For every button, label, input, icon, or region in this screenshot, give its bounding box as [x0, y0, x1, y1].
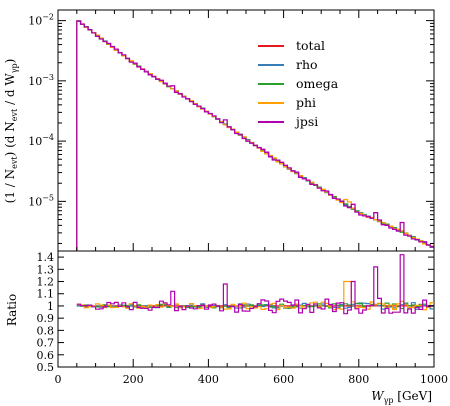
x-axis: 0 200 400 600 800 1000 [55, 10, 448, 386]
ratio-y-tick-label: 0.5 [37, 361, 55, 374]
series-line-phi [76, 20, 434, 251]
series-line-rho [76, 20, 434, 251]
ratio-y-tick-label: 1.4 [37, 251, 55, 264]
ratio-y-tick-label: 0.8 [37, 324, 55, 337]
x-tick-label: 200 [123, 373, 144, 386]
main-y-tick-label: 10−4 [28, 133, 54, 148]
x-axis-label: Wγp [GeV] [371, 389, 432, 405]
x-tick-label: 400 [198, 373, 219, 386]
main-y-tick-label: 10−3 [28, 73, 54, 88]
ratio-y-tick-label: 1.1 [37, 288, 55, 301]
main-y-axis-label: (1 / Nevt) (d Nevt / d Wγp) [3, 59, 19, 204]
series-line-jpsi [76, 20, 434, 251]
ratio-y-tick-label: 0.6 [37, 349, 55, 362]
main-y-tick-label: 10−5 [28, 193, 54, 208]
x-tick-label: 1000 [420, 373, 448, 386]
main-y-tick-label: 10−2 [28, 13, 54, 28]
x-tick-label: 600 [273, 373, 294, 386]
main-y-axis: 10−2 10−3 10−4 10−5 [28, 13, 434, 244]
ratio-y-tick-label: 1 [47, 300, 54, 313]
legend-label-phi: phi [296, 95, 316, 110]
main-series-group [76, 20, 434, 251]
legend-label-omega: omega [296, 76, 339, 91]
series-line-omega [76, 20, 434, 251]
ratio-y-axis: 1.41.31.21.110.90.80.70.60.5 [37, 251, 434, 374]
ratio-y-axis-label: Ratio [5, 294, 19, 326]
ratio-y-tick-label: 1.2 [37, 276, 55, 289]
series-line-total [76, 20, 434, 251]
legend-label-total: total [296, 38, 325, 53]
legend-label-rho: rho [296, 57, 318, 72]
legend: total rho omega phi jpsi [258, 38, 339, 129]
legend-label-jpsi: jpsi [294, 114, 318, 129]
ratio-y-tick-label: 1.3 [37, 263, 55, 276]
x-tick-label: 800 [348, 373, 369, 386]
ratio-y-tick-label: 0.9 [37, 312, 55, 325]
x-tick-label: 0 [55, 373, 62, 386]
ratio-y-tick-label: 0.7 [37, 337, 55, 350]
ratio-series-group [76, 254, 434, 315]
ratio-line-jpsi [76, 254, 434, 315]
